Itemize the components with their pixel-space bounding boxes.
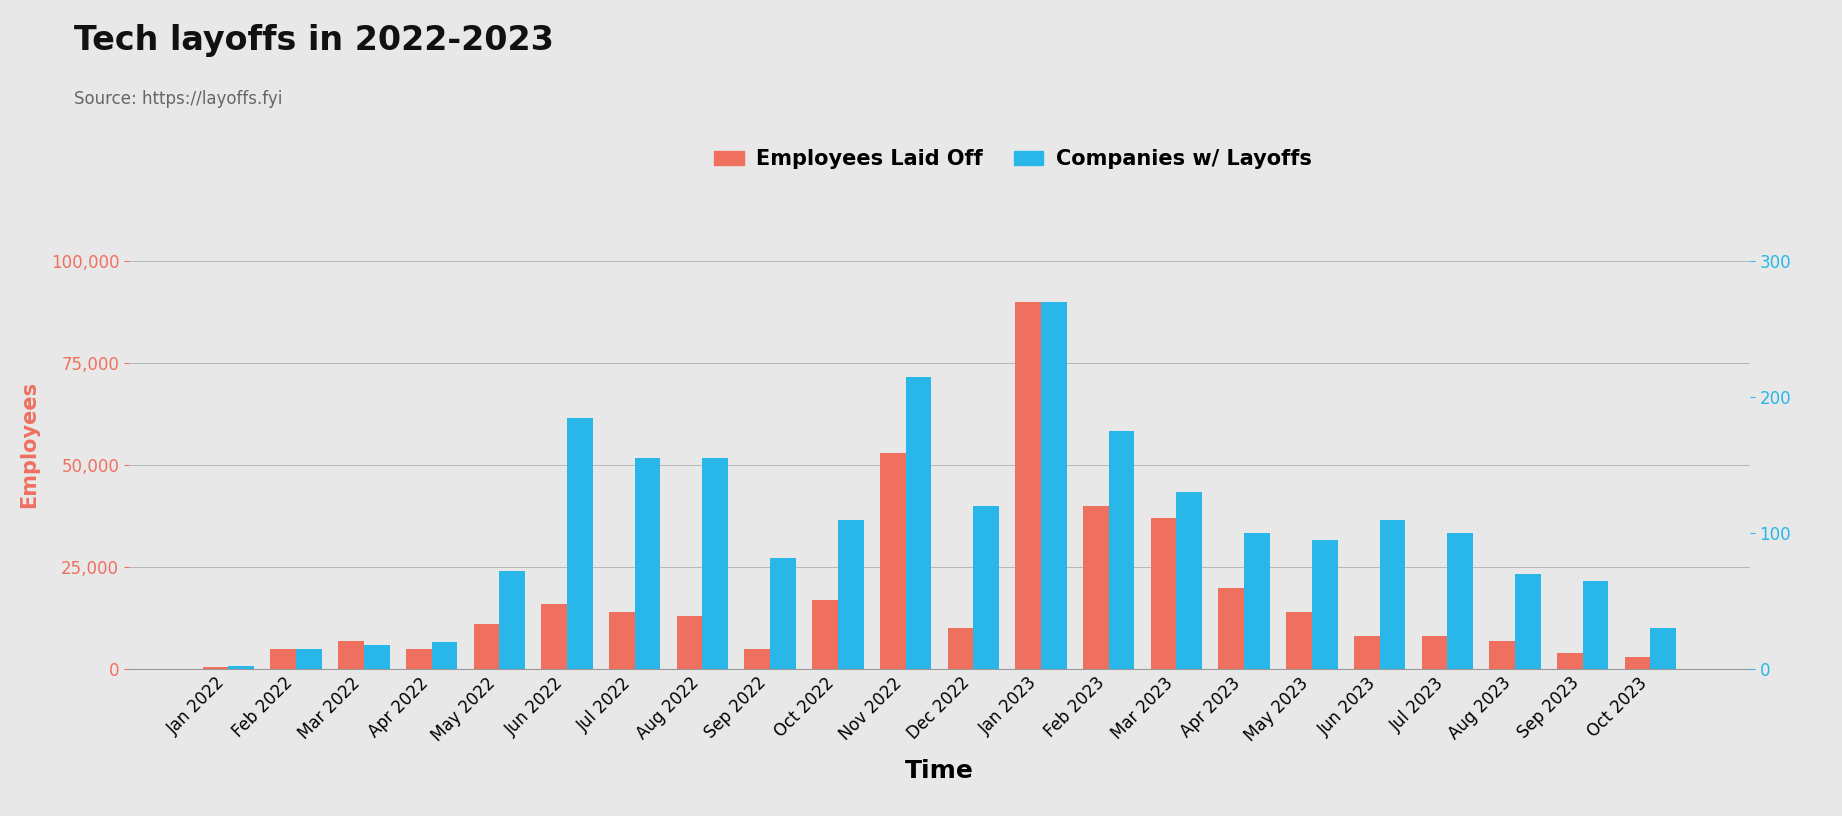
Bar xyxy=(567,418,593,669)
Bar xyxy=(405,649,431,669)
Bar xyxy=(1151,518,1177,669)
Bar xyxy=(542,604,567,669)
Bar xyxy=(339,641,365,669)
Bar xyxy=(1582,581,1608,669)
Bar xyxy=(744,649,770,669)
Bar xyxy=(1218,588,1243,669)
Bar xyxy=(1083,506,1109,669)
Bar xyxy=(1354,636,1380,669)
Bar xyxy=(1380,520,1405,669)
Bar xyxy=(499,571,525,669)
Bar xyxy=(880,453,906,669)
Bar xyxy=(1312,540,1337,669)
Bar xyxy=(770,557,796,669)
Legend: Employees Laid Off, Companies w/ Layoffs: Employees Laid Off, Companies w/ Layoffs xyxy=(705,141,1321,178)
Bar xyxy=(1286,612,1312,669)
Bar xyxy=(297,649,322,669)
Bar xyxy=(1015,302,1041,669)
Bar xyxy=(1625,657,1650,669)
Bar xyxy=(1109,431,1135,669)
Bar xyxy=(812,600,838,669)
Y-axis label: Employees: Employees xyxy=(20,381,41,508)
Bar xyxy=(1556,653,1582,669)
Text: Tech layoffs in 2022-2023: Tech layoffs in 2022-2023 xyxy=(74,24,554,57)
Bar xyxy=(1650,628,1676,669)
Bar xyxy=(702,459,728,669)
Text: Source: https://layoffs.fyi: Source: https://layoffs.fyi xyxy=(74,90,282,108)
Bar xyxy=(473,624,499,669)
X-axis label: Time: Time xyxy=(904,759,974,783)
Bar xyxy=(906,377,932,669)
Bar xyxy=(1041,302,1067,669)
Bar xyxy=(973,506,998,669)
Bar xyxy=(1177,492,1203,669)
Bar xyxy=(635,459,661,669)
Bar xyxy=(203,667,228,669)
Bar xyxy=(838,520,864,669)
Bar xyxy=(1243,533,1269,669)
Bar xyxy=(610,612,635,669)
Bar xyxy=(1514,574,1540,669)
Bar xyxy=(1448,533,1474,669)
Bar xyxy=(676,616,702,669)
Bar xyxy=(363,645,389,669)
Bar xyxy=(1422,636,1448,669)
Bar xyxy=(431,642,457,669)
Bar xyxy=(228,667,254,669)
Bar xyxy=(947,628,973,669)
Bar xyxy=(1490,641,1514,669)
Bar xyxy=(271,649,297,669)
